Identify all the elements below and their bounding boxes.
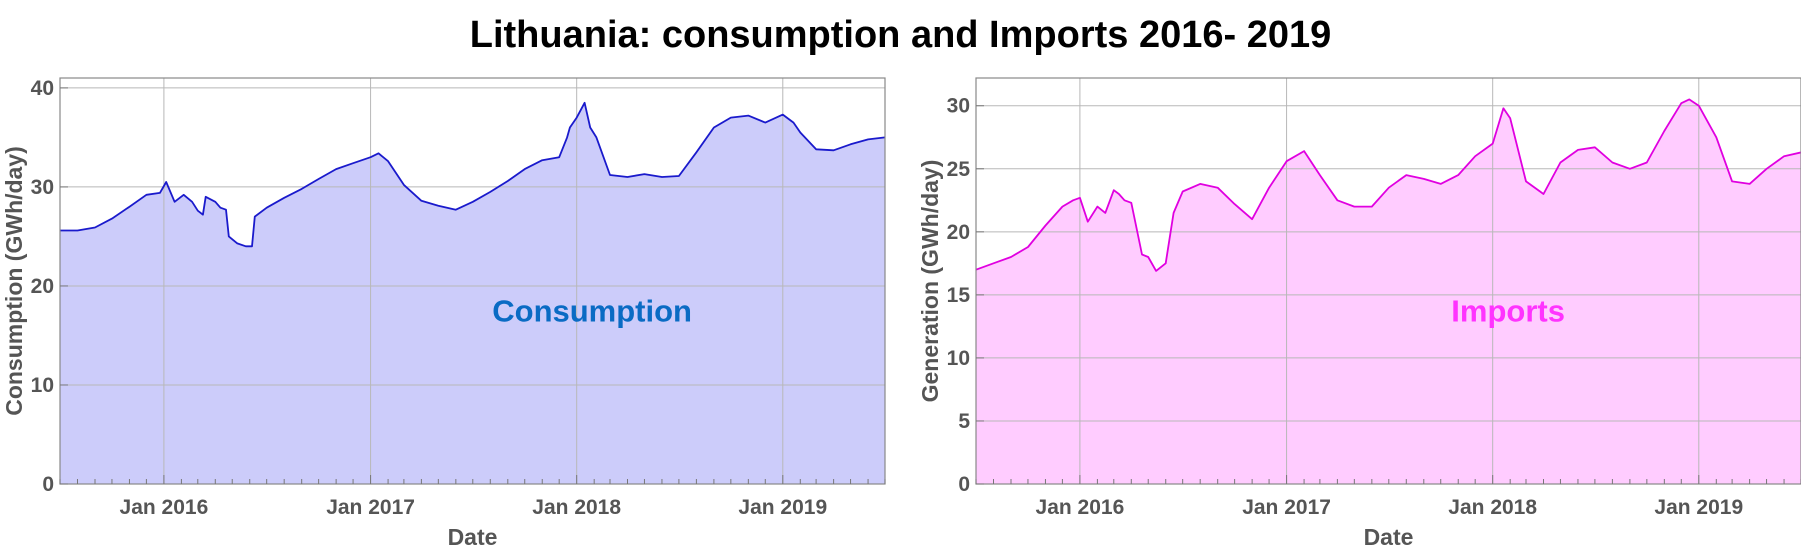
y-tick-label: 30 xyxy=(31,176,54,199)
y-tick-label: 20 xyxy=(31,275,54,298)
series-annotation: Imports xyxy=(1451,294,1565,329)
x-tick-label: Jan 2016 xyxy=(1036,496,1125,519)
y-axis-label: Generation (GWh/day) xyxy=(917,160,943,403)
series-area xyxy=(976,99,1801,485)
series-annotation: Consumption xyxy=(492,294,692,329)
y-tick-label: 40 xyxy=(31,77,54,100)
y-tick-label: 0 xyxy=(42,473,54,496)
y-tick-label: 25 xyxy=(947,158,971,181)
series-line xyxy=(60,101,886,248)
y-tick-label: 20 xyxy=(947,221,970,244)
y-tick-label: 10 xyxy=(31,374,54,397)
x-tick-label: Jan 2018 xyxy=(532,496,621,519)
y-tick-label: 10 xyxy=(947,347,970,370)
y-tick-label: 0 xyxy=(958,473,970,496)
y-tick-label: 15 xyxy=(947,284,971,307)
x-tick-label: Jan 2019 xyxy=(738,496,827,519)
x-tick-label: Jan 2019 xyxy=(1654,496,1743,519)
imports-chart: 0 5 10 15 20 25 30 Jan 2016 Jan 2017 Jan 2018 Jan … xyxy=(917,77,1801,550)
x-tick-label: Jan 2018 xyxy=(1448,496,1537,519)
x-tick-label: Jan 2016 xyxy=(120,496,209,519)
x-tick-label: Jan 2017 xyxy=(1242,496,1331,519)
x-tick-label: Jan 2017 xyxy=(326,496,415,519)
y-tick-label: 30 xyxy=(947,95,970,118)
series-area xyxy=(60,102,885,485)
y-axis-label: Consumption (GWh/day) xyxy=(1,146,27,416)
y-tick-label: 5 xyxy=(958,410,970,433)
series-line xyxy=(975,98,1801,272)
x-axis-label: Date xyxy=(448,524,498,550)
consumption-chart: 0 10 20 30 40 Jan 2016 Jan 2017 Jan 2018 Jan 201… xyxy=(1,77,886,550)
x-axis-label: Date xyxy=(1364,524,1414,550)
chart-title: Lithuania: consumption and Imports 2016-… xyxy=(469,14,1332,56)
